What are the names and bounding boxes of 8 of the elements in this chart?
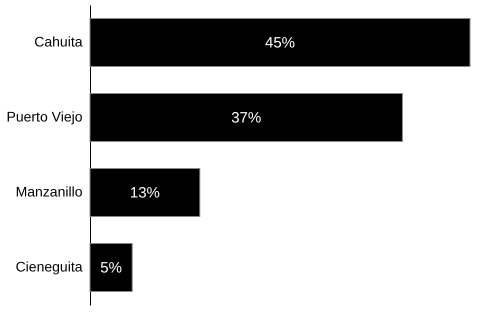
data-label: 5% xyxy=(100,260,122,276)
y-tick-label: Cieneguita xyxy=(16,258,83,274)
y-tick-label: Cahuita xyxy=(34,34,83,50)
data-label: 13% xyxy=(130,184,160,202)
y-tick-label: Puerto Viejo xyxy=(6,108,83,124)
y-tick-label: Manzanillo xyxy=(16,184,83,200)
data-label: 45% xyxy=(264,34,296,52)
data-label: 37% xyxy=(231,110,262,126)
